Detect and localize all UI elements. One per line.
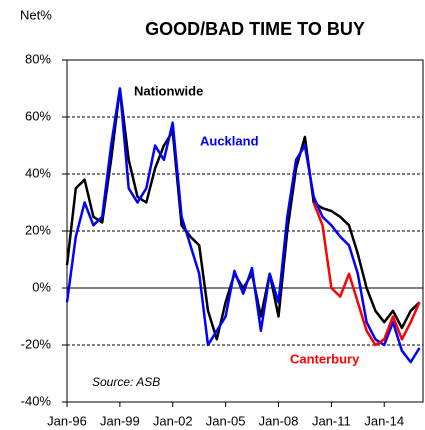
x-tick-label: Jan-99 bbox=[100, 413, 140, 428]
series-line bbox=[65, 87, 421, 341]
plot-frame bbox=[66, 59, 424, 403]
x-tick-label: Jan-08 bbox=[259, 413, 299, 428]
x-tick-label: Jan-11 bbox=[312, 413, 351, 428]
y-tick-label: -20% bbox=[21, 336, 52, 351]
series-label: Nationwide bbox=[134, 83, 203, 98]
series-label: Canterbury bbox=[290, 351, 360, 366]
y-tick-label: 80% bbox=[25, 51, 51, 66]
chart-title: GOOD/BAD TIME TO BUY bbox=[145, 19, 365, 39]
x-tick-label: Jan-05 bbox=[206, 413, 246, 428]
y-tick-label: 40% bbox=[25, 165, 51, 180]
y-tick-label: -40% bbox=[21, 393, 52, 408]
y-tick-label: 20% bbox=[25, 222, 51, 237]
x-tick-label: Jan-14 bbox=[364, 413, 404, 428]
y-tick-label: 60% bbox=[25, 108, 51, 123]
y-tick-label: 0% bbox=[32, 279, 51, 294]
x-tick-label: Jan-02 bbox=[153, 413, 193, 428]
series-line bbox=[65, 87, 421, 364]
series-label: Auckland bbox=[200, 133, 259, 148]
x-tick-label: Jan-96 bbox=[47, 413, 87, 428]
source-note: Source: ASB bbox=[92, 375, 160, 389]
y-axis-label: Net% bbox=[20, 7, 52, 22]
series-line bbox=[312, 202, 421, 347]
